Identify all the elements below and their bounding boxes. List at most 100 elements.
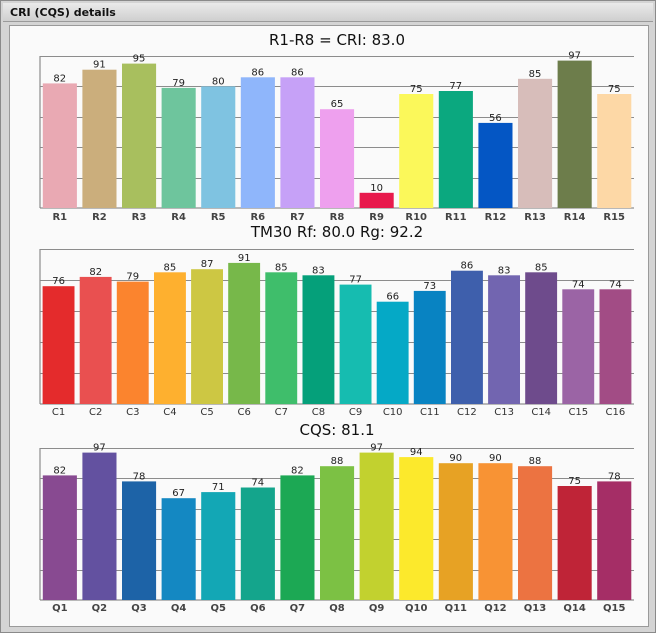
tick-label: Q3: [131, 603, 147, 614]
bar-q11: [438, 463, 473, 600]
tick-label: C4: [163, 407, 176, 418]
value-label: 67: [172, 488, 185, 499]
tick-label: C6: [238, 407, 251, 418]
value-label: 74: [572, 279, 585, 290]
value-label: 97: [568, 51, 581, 62]
tick-label: R5: [211, 212, 226, 223]
chart-title: TM30 Rf: 80.0 Rg: 92.2: [250, 223, 423, 241]
tick-label: Q4: [171, 603, 187, 614]
bar-c11: [413, 290, 446, 404]
tick-label: C7: [275, 407, 288, 418]
tick-label: Q11: [445, 603, 467, 614]
value-label: 75: [568, 476, 581, 487]
value-label: 75: [410, 84, 423, 95]
bar-r1: [42, 83, 77, 208]
chart-title: R1-R8 = CRI: 83.0: [269, 31, 405, 49]
tick-label: Q8: [329, 603, 345, 614]
tick-label: Q10: [405, 603, 427, 614]
value-label: 82: [53, 73, 66, 84]
bar-q15: [597, 481, 632, 600]
tick-label: C11: [420, 407, 440, 418]
value-label: 95: [133, 54, 146, 65]
tick-label: C8: [312, 407, 325, 418]
bar-r12: [478, 122, 513, 208]
bar-r7: [280, 77, 315, 208]
value-label: 74: [251, 478, 264, 489]
chart-1: R1-R8 = CRI: 83.0 82 R1 91 R2 95 R3 79 R4 80 R5 86 R…: [39, 31, 634, 223]
bar-c8: [302, 275, 335, 404]
bar-c6: [228, 262, 261, 404]
value-label: 85: [275, 262, 288, 273]
value-label: 86: [251, 67, 264, 78]
bar-q2: [82, 452, 117, 600]
tick-label: R9: [369, 212, 384, 223]
tick-label: C9: [349, 407, 362, 418]
tick-label: C13: [494, 407, 514, 418]
bar-c2: [79, 276, 112, 404]
bar-r15: [597, 94, 632, 208]
value-label: 71: [212, 482, 225, 493]
tick-label: Q14: [563, 603, 585, 614]
bar-q5: [201, 492, 236, 600]
value-label: 56: [489, 113, 502, 124]
value-label: 83: [498, 265, 511, 276]
bar-r8: [320, 109, 355, 208]
value-label: 91: [238, 253, 251, 264]
value-label: 75: [608, 84, 621, 95]
tick-label: R12: [485, 212, 507, 223]
value-label: 97: [370, 443, 383, 454]
bar-r10: [399, 94, 434, 208]
value-label: 83: [312, 265, 325, 276]
bar-q1: [42, 475, 77, 600]
value-label: 66: [386, 292, 399, 303]
value-label: 79: [126, 272, 139, 283]
value-label: 10: [370, 183, 383, 194]
bar-c1: [42, 286, 75, 404]
bar-r13: [518, 78, 553, 208]
tick-label: C1: [52, 407, 65, 418]
bar-c3: [116, 281, 149, 404]
tick-label: Q5: [210, 603, 226, 614]
bar-q9: [359, 452, 394, 600]
tick-label: Q13: [524, 603, 546, 614]
tick-label: R10: [405, 212, 427, 223]
tick-label: R3: [132, 212, 147, 223]
window-title: CRI (CQS) details: [10, 6, 116, 19]
bar-q13: [518, 466, 553, 600]
tick-label: R8: [330, 212, 345, 223]
tick-label: C12: [457, 407, 477, 418]
value-label: 86: [291, 67, 304, 78]
value-label: 78: [133, 471, 146, 482]
value-label: 88: [529, 456, 542, 467]
bar-c5: [191, 269, 223, 404]
tick-label: Q2: [92, 603, 108, 614]
value-label: 90: [489, 453, 502, 464]
window-titlebar[interactable]: CRI (CQS) details: [3, 3, 653, 22]
bar-c14: [525, 272, 558, 405]
bar-c16: [599, 289, 632, 404]
value-label: 97: [93, 443, 106, 454]
value-label: 65: [331, 99, 344, 110]
value-label: 73: [423, 281, 436, 292]
bar-q7: [280, 475, 315, 600]
value-label: 76: [52, 276, 65, 287]
charts-canvas: R1-R8 = CRI: 83.0 82 R1 91 R2 95 R3 79 R4 80 R5 86 R…: [39, 31, 634, 614]
tick-label: C3: [126, 407, 139, 418]
value-label: 82: [53, 465, 66, 476]
tick-label: R2: [92, 212, 107, 223]
bar-r3: [122, 63, 157, 208]
chart-title: CQS: 81.1: [299, 421, 374, 439]
bar-q4: [161, 498, 196, 600]
bar-r6: [240, 77, 275, 208]
tick-label: C14: [531, 407, 551, 418]
bar-r5: [201, 86, 236, 208]
value-label: 82: [291, 465, 304, 476]
bar-c10: [376, 301, 409, 404]
bar-c12: [451, 270, 483, 404]
tick-label: C2: [89, 407, 102, 418]
bar-c4: [154, 272, 186, 405]
value-label: 78: [608, 471, 621, 482]
value-label: 85: [164, 262, 177, 273]
tick-label: R15: [603, 212, 625, 223]
tick-label: R11: [445, 212, 467, 223]
